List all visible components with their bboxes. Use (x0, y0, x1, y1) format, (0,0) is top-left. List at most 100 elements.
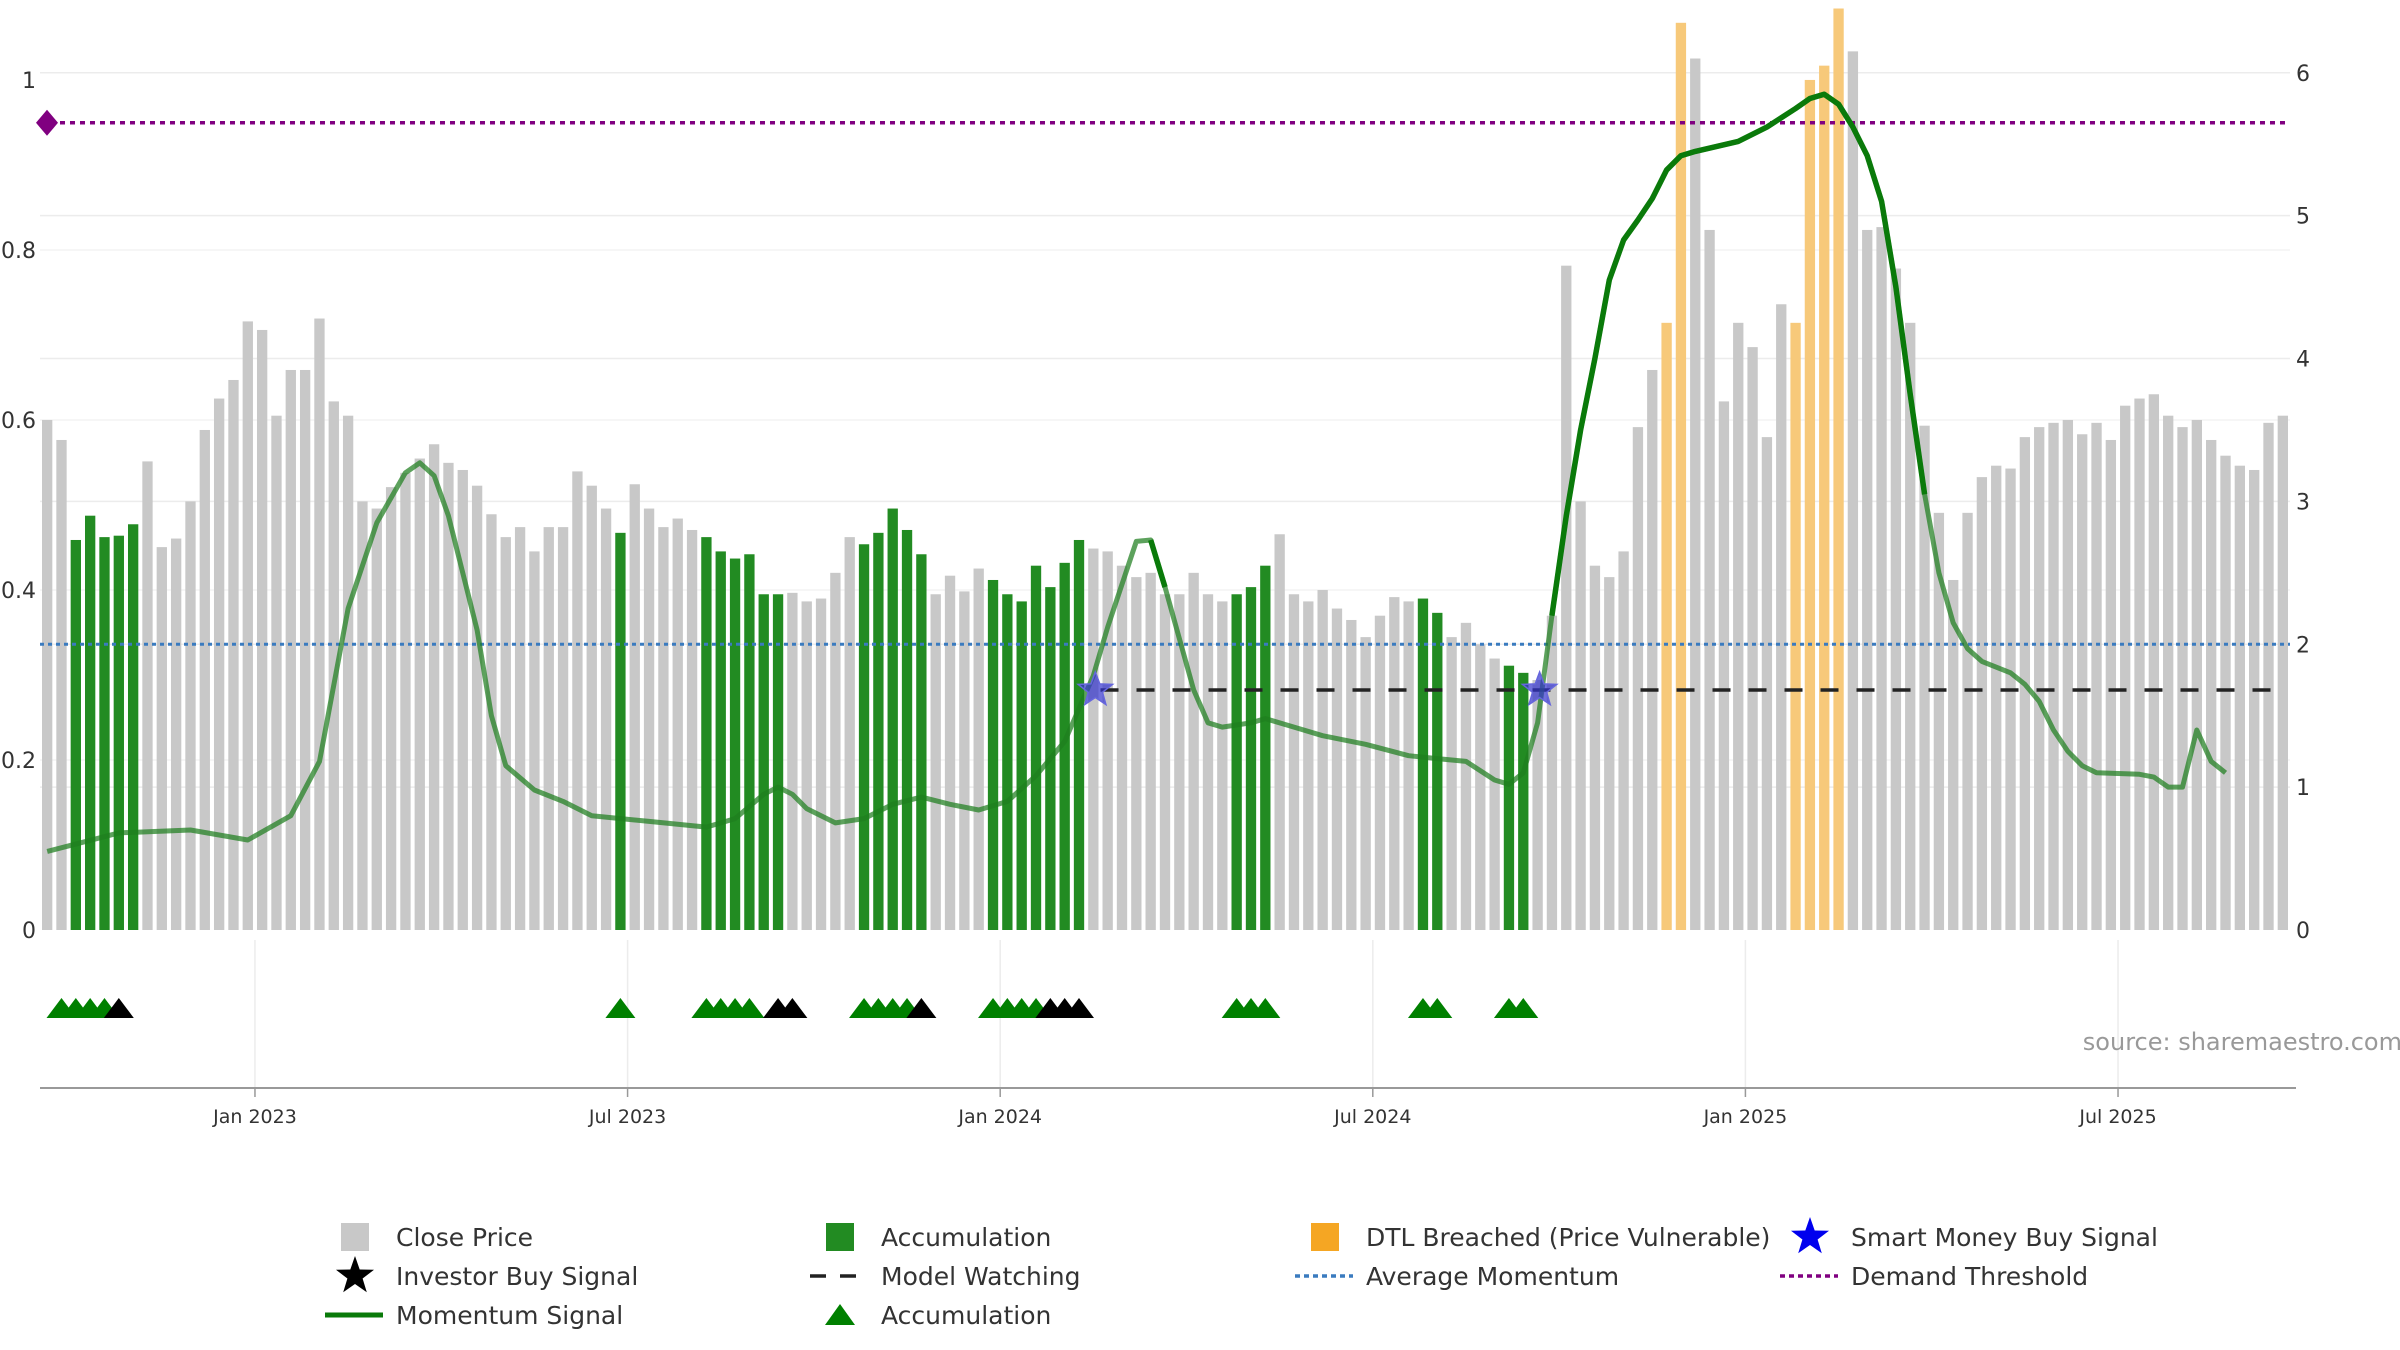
momentum-signal-line (46, 91, 2228, 854)
accumulation-triangle (1422, 998, 1453, 1018)
x-tick-label: Jan 2023 (212, 1106, 297, 1128)
close-price-bar (142, 461, 153, 930)
close-price-bar (1991, 465, 2002, 930)
dtl-breached-bar (1833, 8, 1844, 931)
close-price-bar (1145, 572, 1156, 930)
left-tick-label: 1 (22, 69, 36, 94)
close-price-bar (2120, 405, 2131, 930)
close-price-bar (342, 415, 354, 930)
close-price-bar (1933, 512, 1945, 930)
close-price-bar (1174, 594, 1185, 930)
accumulation-bar (1030, 565, 1042, 930)
close-price-bar (299, 369, 311, 930)
accumulation-bar (85, 515, 96, 930)
close-price-bar (385, 487, 397, 930)
legend-swatch (341, 1223, 369, 1251)
close-price-bar (1747, 347, 1758, 930)
legend-triangle (825, 1304, 855, 1325)
legend-item: Momentum Signal (325, 1301, 623, 1330)
signal-lines (36, 91, 2290, 854)
investor-buy-triangle (103, 998, 134, 1018)
close-price-bar (1876, 227, 1887, 930)
close-price-bar (1317, 589, 1328, 930)
accumulation-bar (772, 594, 784, 930)
close-price-bar (271, 415, 282, 930)
accumulation-bar (1260, 565, 1271, 930)
close-price-bar (2077, 434, 2088, 930)
accumulation-bar (1059, 562, 1070, 930)
close-price-bar (1618, 551, 1629, 930)
accumulation-bar (916, 554, 927, 930)
close-price-bar (1116, 565, 1128, 930)
close-price-bar (1188, 572, 1199, 930)
close-price-bar (357, 501, 368, 930)
close-price-bar (2091, 422, 2102, 930)
accumulation-triangle (1508, 998, 1539, 1018)
close-price-bar (1460, 622, 1472, 930)
dtl-breached-bar (1661, 322, 1672, 930)
close-price-bar (1374, 615, 1386, 930)
close-price-bar (1389, 597, 1400, 930)
close-price-bar (1446, 637, 1457, 930)
close-price-bar (543, 527, 554, 930)
close-price-bar (672, 518, 683, 930)
close-price-bar (1202, 594, 1214, 930)
close-price-bar (1532, 679, 1543, 930)
close-price-bar (801, 601, 812, 930)
accumulation-triangle (734, 998, 765, 1018)
investor-buy-triangle (1064, 998, 1095, 1018)
close-price-bar (557, 527, 569, 930)
close-price-bar (471, 485, 483, 930)
accumulation-bar (715, 551, 726, 930)
left-tick-label: 0.6 (1, 409, 36, 434)
accumulation-triangle (1250, 998, 1281, 1018)
right-tick-label: 1 (2296, 776, 2310, 801)
close-price-bar (1088, 548, 1099, 930)
legend-label: Investor Buy Signal (396, 1262, 638, 1291)
close-price-bar (2163, 415, 2174, 930)
legend-item: Investor Buy Signal (336, 1256, 638, 1293)
close-price-bar (1862, 229, 1873, 930)
legend-label: Accumulation (881, 1301, 1051, 1330)
close-price-bar (199, 429, 210, 930)
close-price-bar (930, 594, 941, 930)
close-price-bar (1561, 265, 1572, 930)
accumulation-bar (701, 537, 712, 930)
close-price-bar (400, 472, 411, 930)
right-tick-label: 5 (2296, 205, 2310, 230)
close-price-bar (314, 318, 325, 931)
investor-buy-triangle (777, 998, 808, 1018)
close-price-bar (156, 547, 167, 930)
right-tick-label: 4 (2296, 348, 2310, 373)
accumulation-bar (1016, 601, 1027, 930)
close-price-bar (1761, 437, 1773, 930)
close-price-bar (1102, 551, 1113, 930)
close-price-bar (256, 329, 268, 930)
close-price-bar (1690, 58, 1701, 930)
left-tick-label: 0.8 (1, 239, 36, 264)
close-price-bar (2277, 415, 2288, 930)
close-price-bar (414, 458, 425, 930)
legend-item: DTL Breached (Price Vulnerable) (1311, 1223, 1770, 1252)
legend-star-icon (1791, 1217, 1829, 1254)
close-price-bar (1131, 577, 1142, 930)
close-price-bar (500, 537, 511, 930)
left-tick-label: 0.4 (1, 579, 36, 604)
accumulation-bar (729, 558, 741, 930)
close-price-bar (1847, 51, 1859, 931)
close-price-bar (1733, 322, 1744, 930)
close-price-bar (973, 568, 984, 930)
legend-label: Smart Money Buy Signal (1851, 1223, 2158, 1252)
close-price-bar (242, 321, 253, 931)
close-price-bar (1604, 577, 1615, 930)
right-tick-label: 2 (2296, 633, 2310, 658)
close-price-bar (586, 485, 597, 930)
close-price-bar (1575, 501, 1586, 930)
dtl-breached-bar (1819, 65, 1830, 930)
source-credit: source: sharemaestro.com (2083, 1028, 2400, 1056)
close-price-bar (443, 462, 454, 930)
legend-swatch (1311, 1223, 1339, 1251)
axes: 0 0.2 0.4 0.6 0.8 1 0 1 2 3 4 5 6 Jan 2023 Jul 2023 Jan… (1, 62, 2310, 1128)
close-price-bar (2105, 439, 2117, 930)
